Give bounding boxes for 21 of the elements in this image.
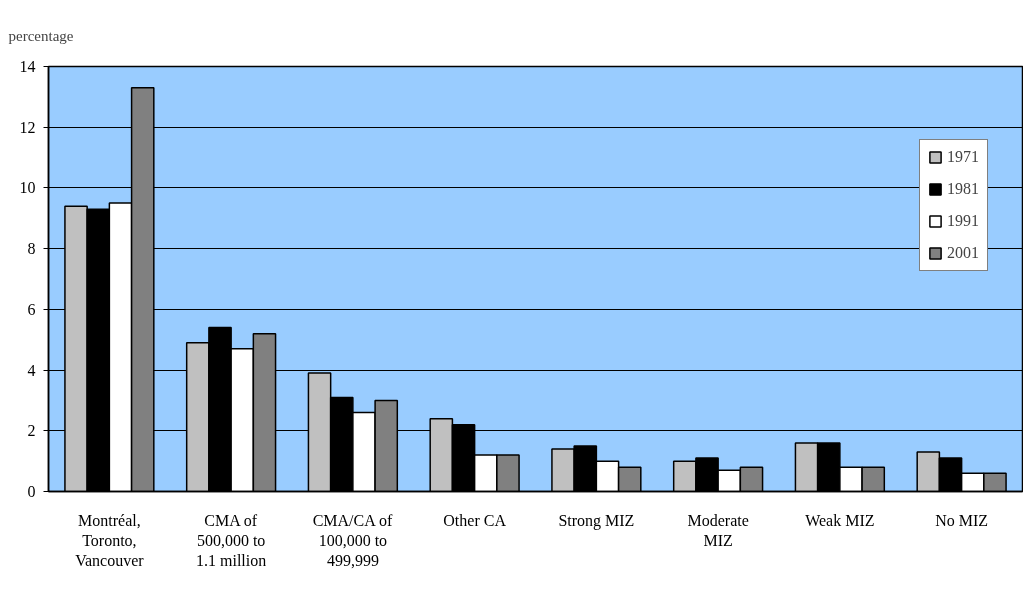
y-tick-label: 6	[27, 300, 36, 318]
y-tick-label: 10	[19, 179, 36, 197]
y-axis-title: percentage	[8, 27, 74, 44]
x-tick-label: Moderate MIZ	[687, 511, 749, 549]
y-tick-label: 14	[19, 58, 36, 75]
y-tick-label: 8	[27, 240, 36, 258]
y-tick-label: 0	[27, 483, 36, 500]
y-tick-label: 12	[19, 118, 36, 136]
x-tick-label: Other CA	[443, 511, 507, 529]
y-tick-label: 2	[27, 422, 36, 440]
x-tick-label: CMA of 500,000 to 1.1 million	[196, 511, 267, 570]
x-tick-label: Weak MIZ	[805, 511, 875, 529]
y-tick-label: 4	[27, 361, 36, 379]
x-tick-label: Strong MIZ	[558, 511, 635, 530]
legend-label: 1981	[947, 180, 979, 198]
legend-label: 2001	[947, 244, 979, 262]
legend-label: 1991	[947, 212, 979, 230]
x-tick-label: Montréal, Toronto, Vancouver	[75, 511, 145, 570]
legend-label: 1971	[947, 148, 979, 166]
x-tick-label: CMA/CA of 100,000 to 499,999	[312, 511, 393, 570]
x-tick-label: No MIZ	[935, 511, 989, 529]
